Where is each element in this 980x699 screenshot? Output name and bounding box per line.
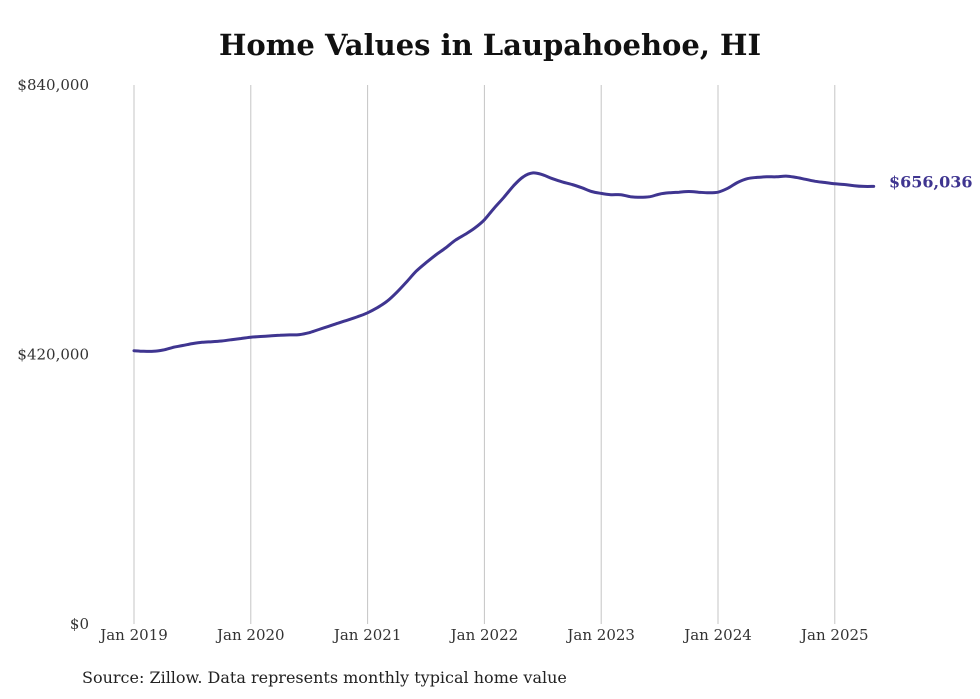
end-value-label: $656,036: [889, 172, 973, 191]
source-note: Source: Zillow. Data represents monthly …: [82, 668, 567, 687]
x-tick-label: Jan 2021: [332, 626, 402, 644]
y-tick-label: $840,000: [17, 76, 89, 94]
x-tick-label: Jan 2024: [682, 626, 752, 644]
series-layer: [132, 171, 876, 353]
x-tick-label: Jan 2025: [799, 626, 869, 644]
series-line: [132, 171, 876, 353]
x-tick-label: Jan 2022: [449, 626, 519, 644]
y-tick-label: $0: [70, 615, 89, 633]
x-tick-label: Jan 2023: [565, 626, 635, 644]
x-tick-label: Jan 2020: [215, 626, 285, 644]
annotations: $656,036: [889, 172, 973, 191]
axis-labels: Jan 2019 Jan 2020 Jan 2021 Jan 2022 Jan 2023…: [17, 76, 868, 644]
gridlines: [133, 85, 836, 624]
y-tick-label: $420,000: [17, 346, 89, 364]
x-tick-label: Jan 2019: [98, 626, 168, 644]
chart-title: Home Values in Laupahoehoe, HI: [218, 28, 762, 62]
